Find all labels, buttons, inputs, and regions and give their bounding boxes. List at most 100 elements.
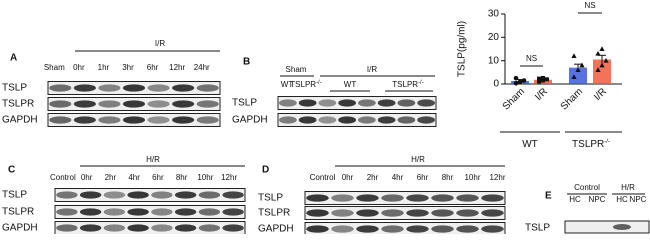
blot-band (198, 191, 221, 199)
blot-band (356, 194, 379, 202)
group-label: I/R (155, 39, 165, 48)
blot-band (481, 194, 504, 202)
blot-band (172, 100, 195, 108)
lane-label: HC (616, 195, 628, 204)
blot-band (73, 100, 96, 108)
blot-band (222, 224, 244, 232)
blot (304, 191, 506, 205)
blot-band (481, 209, 504, 217)
row-label: TSLP (525, 223, 550, 234)
data-point (571, 53, 577, 58)
blot-band (79, 208, 102, 216)
data-point (599, 46, 605, 51)
blot-band (381, 194, 404, 202)
data-point (541, 78, 545, 83)
blot-band (377, 116, 396, 124)
blot-band (196, 100, 219, 108)
lane-label-name: WT (281, 80, 294, 89)
blot-band (122, 84, 146, 92)
panel-label: B (243, 57, 250, 68)
group-label: TSLPR-/- (572, 139, 610, 150)
row-label: GAPDH (2, 223, 38, 234)
x-tick-label: I/R (533, 86, 550, 103)
blot-band (198, 208, 221, 216)
blot-band (431, 194, 454, 202)
panel-label: A (10, 53, 17, 64)
blot-band (56, 191, 78, 199)
lane-label: 4hr (128, 173, 140, 182)
blot-band (122, 100, 146, 108)
row-label: TSLPR (258, 208, 290, 219)
blot-band (338, 99, 357, 107)
y-tick-label: 0 (493, 79, 499, 90)
blot-band (613, 224, 631, 230)
blot-band (172, 84, 195, 92)
blot-band (222, 208, 244, 216)
lane-label: WT (344, 80, 357, 89)
lane-label: HC (569, 195, 581, 204)
blot-band (298, 116, 317, 124)
x-tick-label: Sham (559, 86, 585, 112)
blot-band (98, 100, 121, 108)
blot-band (417, 116, 436, 124)
blot-band (456, 194, 479, 202)
lane-label: TSLPR-/- (392, 80, 423, 90)
lane-label: 4hr (392, 173, 404, 182)
lane-label: 3hr (122, 63, 134, 72)
annotation: NS (584, 1, 595, 10)
lane-label: 0hr (73, 63, 85, 72)
lane-label: 24hr (194, 63, 210, 72)
y-tick-label: 10 (488, 55, 500, 66)
blot-band (172, 116, 195, 124)
blot-band (127, 224, 149, 232)
blot-band (151, 208, 173, 216)
blot-band (381, 209, 404, 217)
annotation: NS (526, 54, 537, 63)
lane-label: 12hr (489, 173, 505, 182)
lane-label: Sham (44, 63, 65, 72)
group-label: WT (522, 139, 538, 150)
blot-band (79, 224, 102, 232)
blot-band (278, 99, 297, 107)
lane-label: NPC (589, 195, 606, 204)
lane-label-sup: -/- (418, 80, 424, 86)
y-tick-label: 30 (488, 9, 500, 20)
blot-band (331, 225, 354, 233)
blot-band (174, 208, 197, 216)
lane-label: 0hr (81, 173, 93, 182)
blot-band (147, 84, 170, 92)
data-point (513, 81, 519, 86)
row-label: TSLP (232, 98, 257, 109)
data-point (521, 78, 527, 83)
row-label: TSLP (258, 193, 283, 204)
lane-label: 12hr (221, 173, 237, 182)
blot-band (278, 116, 297, 124)
blot-band (98, 116, 121, 124)
data-point (545, 77, 549, 82)
blot-band (456, 225, 479, 233)
blot-band (174, 191, 197, 199)
blot-band (431, 209, 454, 217)
bar (593, 59, 611, 84)
lane-label: 2hr (367, 173, 379, 182)
blot-band (377, 99, 396, 107)
blot-band (73, 116, 96, 124)
blot (54, 221, 246, 234)
data-point (541, 75, 545, 80)
y-axis-label: TSLP(pg/ml) (457, 21, 468, 77)
lane-label: 6hr (152, 173, 164, 182)
blot-band (397, 116, 416, 124)
blot-band (151, 191, 173, 199)
blot-band (103, 224, 126, 232)
panel-label: E (545, 191, 552, 202)
blot-band (381, 225, 404, 233)
blot-band (397, 99, 416, 107)
blot (54, 205, 246, 219)
lane-label: NPC (630, 195, 647, 204)
lane-label-name: TSLPR (392, 80, 418, 89)
blot-band (431, 225, 454, 233)
blot (564, 220, 650, 234)
group-label: H/R (621, 183, 635, 192)
blot-band (147, 116, 170, 124)
data-point (537, 76, 541, 81)
